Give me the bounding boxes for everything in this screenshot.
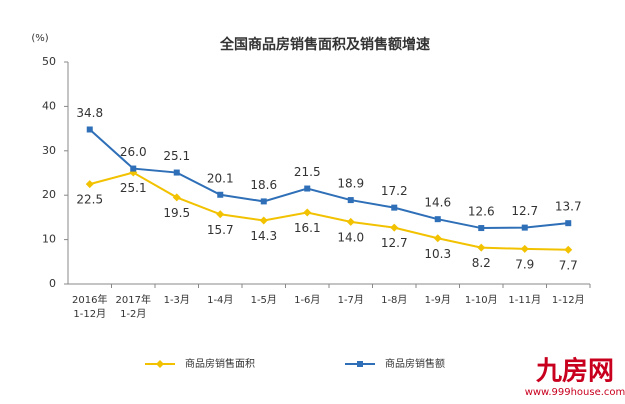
- x-tick-label: 1-8月: [381, 294, 407, 306]
- marker: [85, 180, 94, 189]
- data-label: 14.3: [250, 229, 277, 243]
- data-label: 20.1: [207, 171, 234, 185]
- data-label: 21.5: [294, 165, 321, 179]
- marker: [259, 216, 268, 225]
- marker: [564, 245, 573, 254]
- marker: [565, 220, 572, 227]
- marker: [478, 225, 485, 232]
- marker: [521, 224, 528, 231]
- x-tick-label: 1-10月: [465, 294, 498, 306]
- marker: [477, 243, 486, 252]
- y-tick-label: 50: [42, 55, 56, 68]
- marker: [433, 234, 442, 243]
- x-tick-label-line: 1-12月: [73, 308, 106, 320]
- data-label: 15.7: [207, 223, 234, 237]
- marker: [172, 193, 181, 202]
- chart-title: 全国商品房销售面积及销售额增速: [219, 36, 430, 53]
- x-tick-label: 1-3月: [164, 294, 190, 306]
- y-tick-label: 0: [49, 277, 56, 290]
- x-tick-label: 1-7月: [338, 294, 364, 306]
- y-tick-label: 20: [42, 188, 56, 201]
- legend-label: 商品房销售额: [385, 357, 445, 370]
- x-tick-label: 1-5月: [251, 294, 277, 306]
- x-tick-label: 2017年 1-2月: [116, 293, 151, 320]
- data-label: 10.3: [424, 247, 451, 261]
- legend-marker: [357, 361, 363, 367]
- watermark-logo: 九房网: [535, 357, 614, 387]
- x-tick-label: 1-11月: [508, 294, 541, 306]
- marker: [434, 216, 441, 223]
- y-tick-label: 30: [42, 144, 56, 157]
- x-tick-label: 1-9月: [425, 294, 451, 306]
- data-label: 8.2: [472, 256, 491, 270]
- series-line: [89, 128, 569, 230]
- data-label: 22.5: [76, 193, 103, 207]
- marker: [391, 204, 398, 211]
- data-label: 14.6: [424, 196, 451, 210]
- marker: [86, 126, 93, 133]
- series-line: [89, 171, 569, 251]
- data-label: 14.0: [337, 230, 364, 244]
- x-tick-label: 1-12月: [552, 294, 585, 306]
- marker: [303, 208, 312, 217]
- marker: [217, 191, 224, 198]
- y-unit: (%): [31, 33, 48, 44]
- data-label: 12.7: [511, 204, 538, 218]
- marker: [520, 244, 529, 253]
- marker: [304, 185, 311, 192]
- x-tick-label-line: 2017年: [116, 293, 151, 306]
- data-label: 18.6: [250, 178, 277, 192]
- marker: [260, 198, 267, 205]
- data-label: 12.7: [381, 236, 408, 250]
- marker: [173, 169, 180, 176]
- data-label: 12.6: [468, 205, 495, 219]
- data-label: 25.1: [163, 149, 190, 163]
- legend-marker: [156, 360, 164, 368]
- y-tick-label: 10: [42, 233, 56, 246]
- marker: [130, 165, 137, 172]
- marker: [390, 223, 399, 232]
- x-tick-label: 1-6月: [294, 294, 320, 306]
- x-tick-label: 2016年 1-12月: [72, 293, 107, 320]
- data-label: 7.7: [559, 258, 578, 272]
- x-tick-label: 1-4月: [207, 294, 233, 306]
- legend-label: 商品房销售面积: [185, 357, 255, 370]
- x-tick-label-line: 1-2月: [120, 308, 146, 320]
- data-label: 34.8: [76, 106, 103, 120]
- data-label: 18.9: [337, 177, 364, 191]
- watermark-url: www.999house.com: [525, 387, 625, 398]
- data-label: 13.7: [555, 200, 582, 214]
- data-label: 7.9: [515, 257, 534, 271]
- data-label: 16.1: [294, 221, 321, 235]
- data-label: 19.5: [163, 206, 190, 220]
- data-label: 25.1: [120, 181, 147, 195]
- marker: [347, 197, 354, 204]
- data-label: 17.2: [381, 184, 408, 198]
- y-tick-label: 40: [42, 99, 56, 112]
- marker: [216, 210, 225, 219]
- x-tick-label-line: 2016年: [72, 293, 107, 306]
- marker: [346, 217, 355, 226]
- data-label: 26.0: [120, 145, 147, 159]
